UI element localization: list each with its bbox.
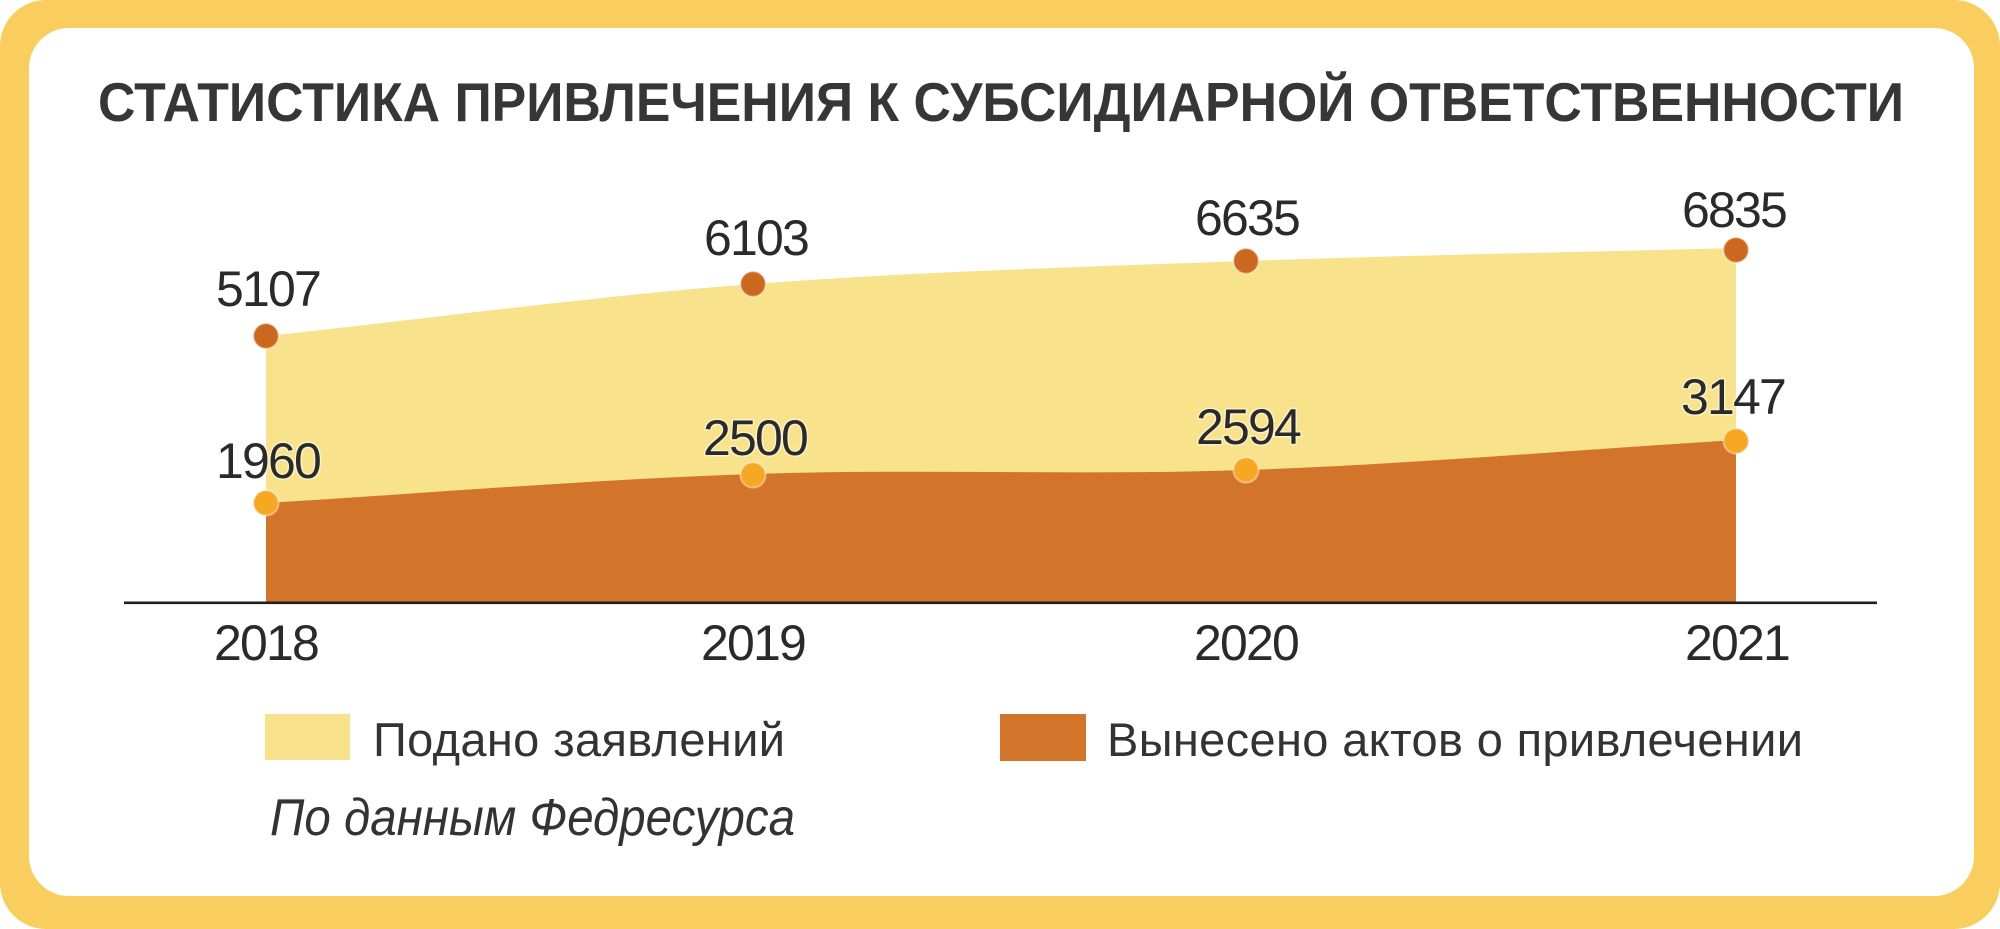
svg-text:2018: 2018 xyxy=(214,615,318,671)
svg-text:2594: 2594 xyxy=(1196,399,1301,455)
svg-text:Подано заявлений: Подано заявлений xyxy=(373,713,785,766)
svg-text:6835: 6835 xyxy=(1682,182,1786,238)
svg-text:СТАТИСТИКА ПРИВЛЕЧЕНИЯ К СУБСИ: СТАТИСТИКА ПРИВЛЕЧЕНИЯ К СУБСИДИАРНОЙ ОТ… xyxy=(98,72,1904,133)
svg-text:5107: 5107 xyxy=(216,261,320,317)
svg-text:3147: 3147 xyxy=(1681,369,1785,425)
svg-text:1960: 1960 xyxy=(216,433,320,489)
svg-text:2020: 2020 xyxy=(1194,615,1298,671)
svg-text:Вынесено актов о привлечении: Вынесено актов о привлечении xyxy=(1107,713,1803,766)
svg-text:6103: 6103 xyxy=(704,210,808,266)
svg-text:По данным Федресурса: По данным Федресурса xyxy=(270,789,795,847)
svg-text:2019: 2019 xyxy=(701,615,805,671)
svg-text:6635: 6635 xyxy=(1195,190,1299,246)
svg-text:2021: 2021 xyxy=(1685,615,1789,671)
svg-text:2500: 2500 xyxy=(703,410,807,466)
